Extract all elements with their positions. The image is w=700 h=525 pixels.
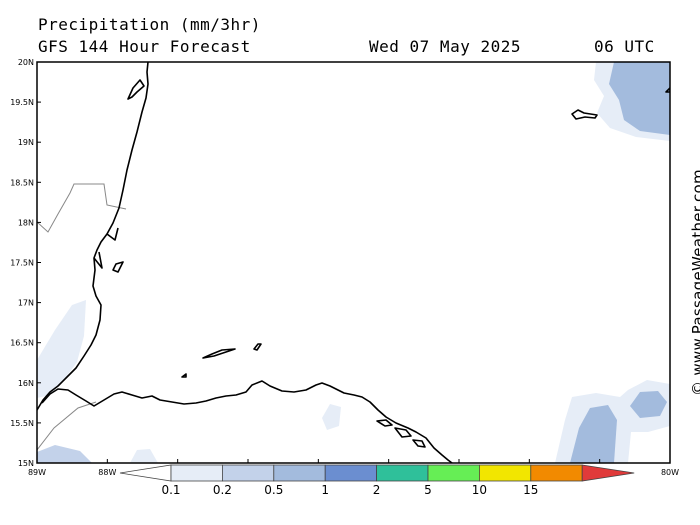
credit-text: © www.PassageWeather.com	[689, 169, 700, 396]
coastline-north-honduras	[41, 380, 453, 463]
colorbar-segment	[478, 464, 532, 482]
island-swan	[571, 109, 598, 120]
colorbar-label: 0.2	[213, 483, 232, 497]
lat-label: 17.5N	[10, 259, 34, 268]
colorbar-segment	[530, 464, 583, 482]
lat-label: 15.5N	[10, 419, 34, 428]
colorbar-segment	[427, 464, 480, 482]
lon-label: 88W	[98, 468, 116, 477]
precip-area-sw	[37, 445, 92, 463]
colorbar-label: 15	[523, 483, 538, 497]
lat-label: 19.5N	[10, 98, 34, 107]
island-hook	[127, 79, 145, 100]
precip-area-center	[322, 404, 341, 430]
colorbar-segment	[324, 464, 378, 482]
lat-label: 16.5N	[10, 339, 34, 348]
precip-area-ne-core	[609, 62, 670, 135]
colorbar-label: 10	[472, 483, 487, 497]
colorbar-segment	[581, 464, 635, 482]
lon-label: 80W	[661, 468, 679, 477]
island-reef	[112, 261, 124, 273]
lat-label: 16N	[18, 379, 34, 388]
precip-area-se-core-2	[630, 391, 667, 418]
forecast-date: Wed 07 May 2025	[369, 37, 521, 56]
colorbar-label: 0.5	[264, 483, 283, 497]
island-bay-3	[181, 373, 187, 378]
lat-label: 18.5N	[10, 178, 34, 187]
precipitation-layer	[37, 62, 670, 463]
border-line-north	[37, 183, 127, 233]
colorbar-segment	[376, 464, 429, 482]
border-line-south	[37, 401, 97, 451]
precip-area-se-core-1	[570, 405, 617, 463]
colorbar-segment	[170, 464, 223, 482]
colorbar-label: 0.1	[161, 483, 180, 497]
colorbar-label: 1	[321, 483, 329, 497]
colorbar-label: 5	[424, 483, 432, 497]
island-cays-1	[376, 419, 393, 427]
precipitation-colorbar: 0.1 0.2 0.5 1 2 5 10 15	[119, 464, 635, 497]
colorbar-segment	[221, 464, 275, 482]
lat-label: 15N	[18, 459, 34, 468]
forecast-time: 06 UTC	[594, 37, 655, 56]
island-cays-3	[412, 439, 426, 448]
island-cays-2	[394, 427, 412, 438]
colorbar-segment	[119, 464, 172, 482]
lat-label: 18N	[18, 218, 34, 227]
colorbar-segment	[273, 464, 326, 482]
island-bay-2	[253, 343, 262, 351]
latitude-axis: 20N 19.5N 19N 18.5N 18N 17.5N 17N 16.5N 16N 15.5N…	[10, 58, 41, 468]
precip-area-s	[130, 449, 158, 463]
lon-label: 89W	[28, 468, 46, 477]
coastline-layer	[37, 62, 670, 463]
island-east	[665, 87, 670, 93]
borders-layer	[37, 183, 127, 451]
precip-area-west	[37, 300, 86, 398]
lat-label: 19N	[18, 138, 34, 147]
map-title: Precipitation (mm/3hr)	[38, 15, 261, 34]
coastline-belize-cays	[93, 227, 119, 269]
lat-label: 17N	[18, 299, 34, 308]
colorbar-label: 2	[373, 483, 381, 497]
island-bay-1	[202, 348, 236, 359]
forecast-label: GFS 144 Hour Forecast	[38, 37, 251, 56]
lat-label: 20N	[18, 58, 34, 67]
